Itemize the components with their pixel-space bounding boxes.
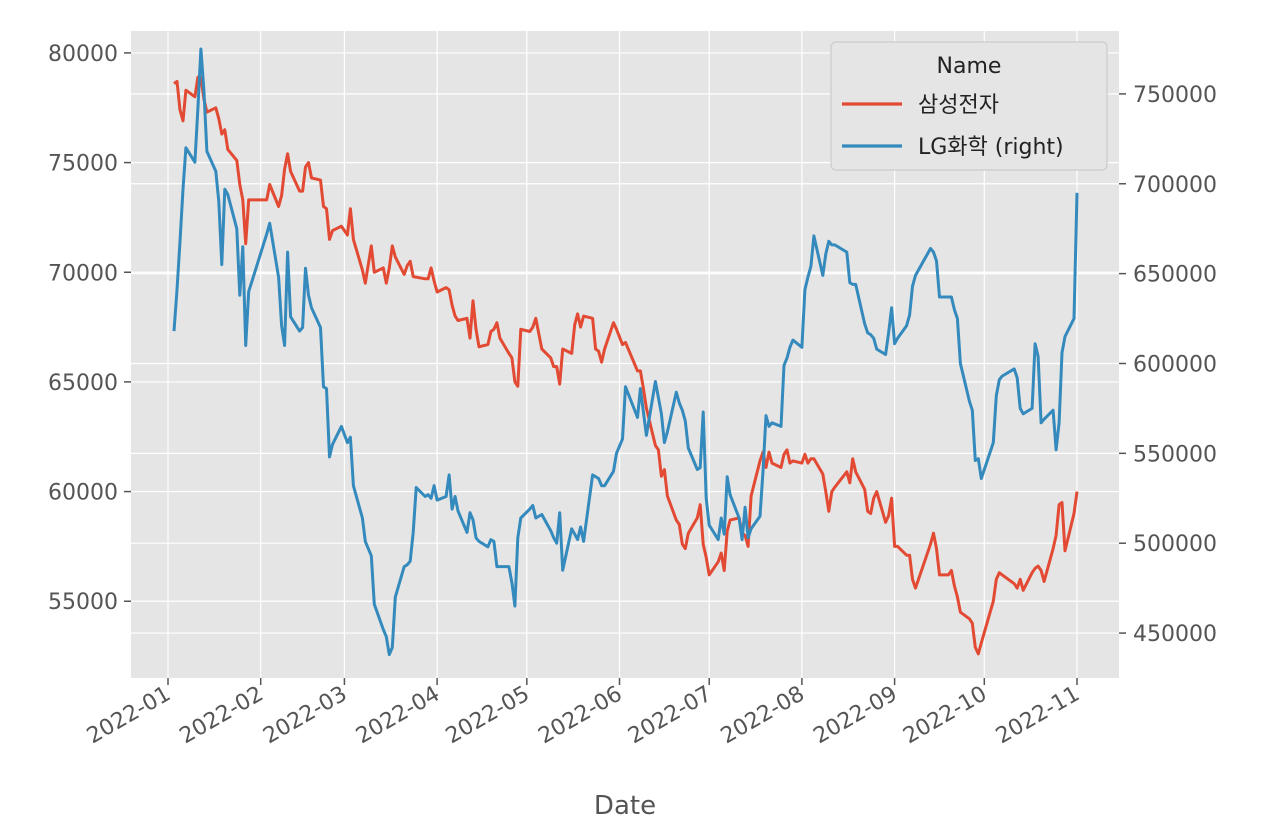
series-line-1 (172, 47, 1079, 657)
y-axis-left: 55000 60000 65000 70000 75000 80000 (48, 42, 131, 615)
x-tick-label-9: 2022-10 (899, 682, 991, 750)
y-left-tick-label-3: 70000 (48, 261, 118, 286)
y-left-tick-label-0: 55000 (48, 590, 118, 615)
y-right-tick-label-0: 450000 (1133, 622, 1217, 647)
y-right-tick-label-2: 550000 (1133, 442, 1217, 467)
series-lines (172, 47, 1079, 657)
legend: Name 삼성전자 LG화학 (right) (830, 41, 1108, 171)
x-tick-label-2: 2022-03 (259, 682, 351, 750)
y-right-tick-label-1: 500000 (1133, 532, 1217, 557)
series-line-0 (173, 75, 1079, 656)
x-tick-label-10: 2022-11 (992, 682, 1084, 750)
x-tick-label-1: 2022-02 (176, 682, 268, 750)
x-tick-label-3: 2022-04 (352, 682, 444, 750)
x-tick-label-0: 2022-01 (83, 682, 175, 750)
x-tick-label-6: 2022-07 (624, 682, 716, 750)
y-axis-right: 450000 500000 550000 600000 650000 700000 7500… (1119, 83, 1217, 647)
y-left-tick-label-2: 65000 (48, 371, 118, 396)
y-right-tick-label-4: 650000 (1133, 263, 1217, 288)
legend-title: Name (937, 54, 1002, 79)
x-tick-label-7: 2022-08 (717, 682, 809, 750)
legend-label-lgchem: LG화학 (right) (918, 135, 1064, 160)
x-tick-label-5: 2022-06 (534, 682, 626, 750)
y-left-tick-label-5: 80000 (48, 42, 118, 67)
legend-label-samsung: 삼성전자 (918, 93, 999, 118)
y-right-tick-label-6: 750000 (1133, 83, 1217, 108)
legend-box (830, 41, 1108, 171)
x-axis-title: Date (594, 791, 656, 821)
y-right-tick-label-5: 700000 (1133, 173, 1217, 198)
x-tick-label-4: 2022-05 (442, 682, 534, 750)
y-right-tick-label-3: 600000 (1133, 352, 1217, 377)
y-left-tick-label-4: 75000 (48, 152, 118, 177)
x-tick-label-8: 2022-09 (809, 682, 901, 750)
y-left-tick-label-1: 60000 (48, 481, 118, 506)
